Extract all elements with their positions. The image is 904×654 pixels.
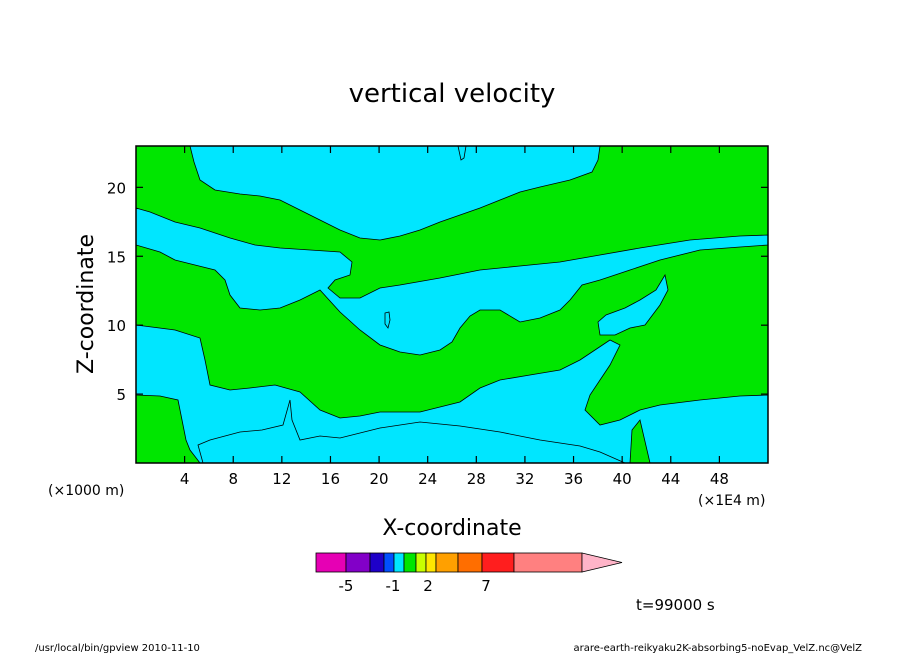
contour-upper-band xyxy=(189,145,601,241)
contour-right-notch xyxy=(597,273,669,336)
colorbar-tick-label: 2 xyxy=(423,577,433,595)
colorbar-segment xyxy=(481,552,515,573)
x-tick-label: 44 xyxy=(661,470,680,488)
x-tick-label: 36 xyxy=(564,470,583,488)
colorbar-tick-label: 7 xyxy=(481,577,491,595)
x-axis: 4 8 12 16 20 24 28 32 36 40 44 48 xyxy=(180,146,729,488)
plot-frame xyxy=(135,145,769,464)
colorbar-labels: -5 -1 2 7 xyxy=(339,577,491,595)
time-label: t=99000 s xyxy=(636,596,715,614)
y-axis: 5 10 15 20 xyxy=(107,179,768,404)
colorbar-segment xyxy=(513,552,583,573)
x-tick-label: 48 xyxy=(710,470,729,488)
chart-title: vertical velocity xyxy=(349,79,556,109)
footer-left: /usr/local/bin/gpview 2010-11-10 xyxy=(35,643,200,654)
colorbar-extend-arrow xyxy=(581,552,623,573)
y-axis-label: Z-coordinate xyxy=(74,234,99,374)
colorbar-tick-label: -1 xyxy=(386,577,401,595)
colorbar-segment xyxy=(435,552,459,573)
x-tick-label: 20 xyxy=(370,470,389,488)
colorbar-segment xyxy=(457,552,483,573)
colorbar-segment xyxy=(425,552,437,573)
colorbar xyxy=(315,552,623,573)
colorbar-segment xyxy=(403,552,417,573)
colorbar-segment xyxy=(415,552,427,573)
contour-small-spot xyxy=(384,311,391,329)
colorbar-segment xyxy=(369,552,385,573)
x-tick-label: 8 xyxy=(228,470,238,488)
x-axis-label: X-coordinate xyxy=(382,516,521,541)
x-unit-right: (×1E4 m) xyxy=(698,493,765,509)
x-tick-label: 24 xyxy=(418,470,437,488)
negative-velocity-regions xyxy=(135,145,769,464)
x-tick-label: 40 xyxy=(613,470,632,488)
colorbar-segment xyxy=(315,552,347,573)
x-tick-label: 28 xyxy=(467,470,486,488)
colorbar-segment xyxy=(393,552,405,573)
plot-area xyxy=(135,145,769,464)
x-unit-left: (×1000 m) xyxy=(48,483,124,499)
contour-middle-band xyxy=(135,207,769,356)
colorbar-tick-label: -5 xyxy=(339,577,354,595)
y-tick-label: 10 xyxy=(107,317,126,335)
y-tick-label: 20 xyxy=(107,179,126,197)
y-tick-label: 15 xyxy=(107,248,126,266)
colorbar-segment xyxy=(345,552,371,573)
x-tick-label: 4 xyxy=(180,470,190,488)
x-tick-label: 12 xyxy=(272,470,291,488)
contour-lower-band xyxy=(135,324,769,464)
colorbar-segment xyxy=(383,552,395,573)
x-tick-label: 32 xyxy=(515,470,534,488)
y-tick-label: 5 xyxy=(116,386,126,404)
x-tick-label: 16 xyxy=(321,470,340,488)
footer-right: arare-earth-reikyaku2K-absorbing5-noEvap… xyxy=(574,643,863,654)
